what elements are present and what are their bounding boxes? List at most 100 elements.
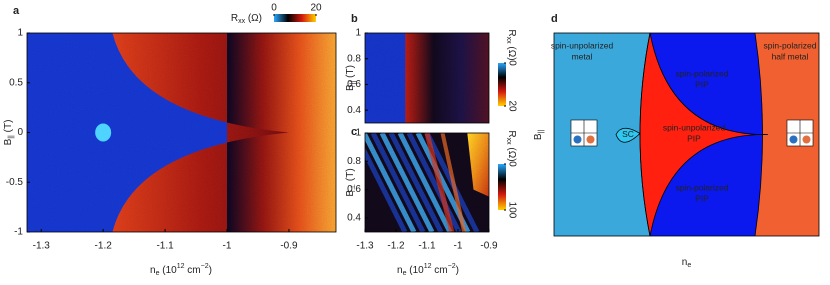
noise [27, 33, 336, 232]
region-label: spin-polarized [676, 182, 729, 192]
axes-frame [364, 32, 490, 124]
y-tick-label: 0.5 [9, 77, 23, 88]
y-tick-label: 1 [17, 28, 23, 39]
y-tick-label: 0.4 [347, 212, 361, 223]
y-tick-label: 0.8 [347, 156, 361, 167]
region-label: PIP [695, 193, 709, 203]
y-axis-label-part: B [3, 138, 14, 145]
colorbar-tick-label: 0 [506, 60, 517, 66]
x-tick-label: -1.2 [387, 241, 405, 252]
x-axis-label-part: n [682, 257, 688, 268]
heatmap [27, 33, 336, 232]
x-axis-label: ne [682, 257, 692, 270]
colorbar-tick-label: 20 [310, 3, 322, 14]
y-tick-label: 1 [355, 128, 361, 139]
y-axis-label-part: B [345, 190, 356, 197]
y-axis-label-part: || [350, 80, 357, 84]
x-axis-label: ne (1012 cm−2) [397, 263, 459, 277]
y-axis-label: B⊥ (T) [345, 168, 358, 196]
colorbar [498, 164, 506, 210]
x-axis-label-part: n [150, 265, 156, 276]
y-axis-label: B|| [533, 130, 546, 140]
region-label: half metal [772, 51, 809, 61]
region [554, 33, 650, 236]
spin-icon [802, 135, 811, 144]
region-label: SC [622, 129, 634, 139]
x-axis-label-part: (10 [160, 265, 178, 276]
y-axis-label: B|| (T) [345, 65, 358, 91]
x-axis-label-part: e [156, 270, 160, 277]
x-axis-label-part: −2 [448, 263, 456, 270]
x-axis-label-part: ) [456, 265, 459, 276]
spin-icon [586, 135, 595, 144]
boundary [639, 32, 763, 237]
colorbar-label: Rxx (Ω) [505, 130, 518, 161]
panel-label: a [13, 5, 20, 17]
y-axis-label-part: || [538, 130, 545, 134]
colorbar [274, 14, 316, 22]
x-tick-label: -0.9 [480, 241, 498, 252]
colorbar-tick-label: 0 [271, 3, 277, 14]
colorbar-label: Rxx (Ω) [505, 29, 518, 60]
x-tick-label: -1 [223, 241, 232, 252]
x-axis-label-part: cm [185, 265, 201, 276]
spin-icon [789, 135, 798, 144]
colorbar-label-part: (Ω) [506, 44, 517, 61]
y-axis-label-part: (T) [345, 65, 356, 81]
colorbar-label-part: R [231, 13, 238, 24]
x-tick-label: -1 [454, 241, 463, 252]
y-tick-label: 0.4 [347, 105, 361, 116]
y-tick-label: 0 [17, 127, 23, 138]
x-axis-label-part: cm [432, 265, 448, 276]
x-tick-label: -1.2 [95, 241, 113, 252]
y-tick-label: 0.6 [347, 79, 361, 90]
panel-label: d [551, 13, 558, 25]
x-axis-label-part: 12 [177, 263, 185, 270]
x-tick-label: -1.3 [33, 241, 51, 252]
y-axis-label-part: (T) [3, 120, 14, 136]
colorbar [498, 63, 506, 106]
region-label: PIP [695, 79, 709, 89]
region-label: spin-polarized [764, 40, 817, 50]
colorbar-label: Rxx (Ω) [231, 13, 262, 26]
y-axis-label-part: || [8, 135, 15, 139]
x-tick-label: -1.1 [418, 241, 436, 252]
diagram-frame [553, 32, 820, 237]
spin-icon [573, 135, 582, 144]
panel-label: c [351, 126, 357, 138]
x-axis-label-part: e [687, 262, 691, 269]
region-label: spin-unpolarized [663, 122, 726, 132]
y-tick-label: 0.6 [347, 184, 361, 195]
x-tick-label: -1.1 [156, 241, 174, 252]
x-axis-label-part: e [403, 270, 407, 277]
heatmap [365, 133, 489, 232]
region-label: spin-polarized [676, 68, 729, 78]
x-axis-label-part: 12 [424, 263, 432, 270]
colorbar-label-part: R [506, 29, 517, 36]
y-axis-label-part: B [533, 133, 544, 140]
colorbar-label-part: xx [505, 138, 512, 146]
colorbar-label-part: xx [238, 18, 246, 25]
noise [365, 33, 489, 123]
x-axis-label: ne (1012 cm−2) [150, 263, 212, 277]
y-axis-label-part: B [345, 84, 356, 91]
colorbar-tick-label: 0 [506, 161, 517, 167]
heatmap [365, 33, 489, 123]
y-tick-label: 0.8 [347, 53, 361, 64]
colorbar-label-part: R [506, 130, 517, 137]
x-axis-label-part: ) [209, 265, 212, 276]
colorbar-label-part: (Ω) [245, 13, 262, 24]
x-axis-label-part: (10 [407, 265, 425, 276]
colorbar-tick-label: 20 [506, 100, 517, 112]
colorbar-tick-label: 100 [506, 202, 517, 219]
region-label: spin-unpolarized [551, 40, 614, 50]
y-tick-label: 1 [355, 28, 361, 39]
y-axis-label-part: (T) [345, 168, 356, 184]
y-tick-label: -0.5 [6, 177, 24, 188]
colorbar-label-part: (Ω) [506, 145, 517, 162]
panel-label: b [351, 13, 358, 25]
x-axis-label-part: −2 [201, 263, 209, 270]
colorbar-label-part: xx [505, 37, 512, 45]
x-axis-label-part: n [397, 265, 403, 276]
